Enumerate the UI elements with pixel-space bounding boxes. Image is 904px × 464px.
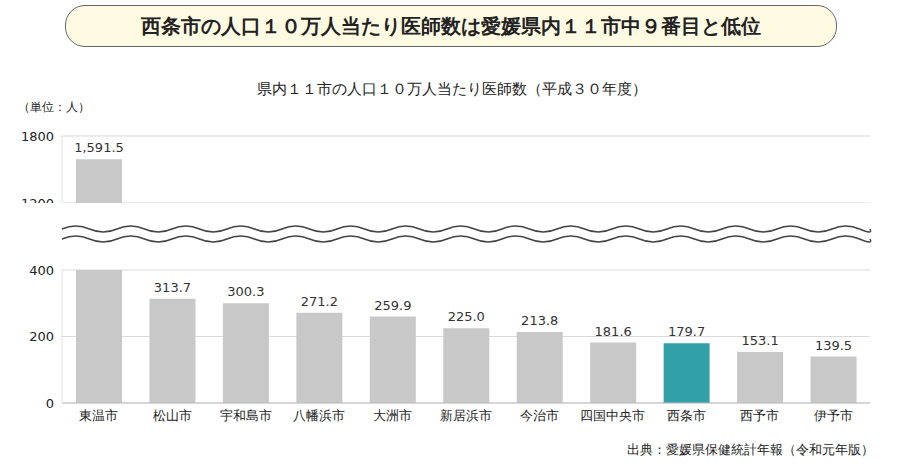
svg-text:181.6: 181.6 (595, 324, 632, 339)
svg-text:1,591.5: 1,591.5 (74, 140, 124, 155)
html-text:県内１１市の人口１０万人当たり医師数（平成３０年度）: 県内１１市の人口１０万人当たり医師数（平成３０年度） (257, 80, 647, 98)
svg-text:200: 200 (29, 329, 54, 344)
svg-text:松山市: 松山市 (153, 408, 192, 423)
svg-text:1800: 1800 (21, 129, 54, 144)
svg-text:西予市: 西予市 (740, 408, 779, 423)
svg-text:八幡浜市: 八幡浜市 (293, 408, 345, 423)
svg-text:225.0: 225.0 (448, 309, 485, 324)
svg-text:139.5: 139.5 (815, 338, 852, 353)
svg-text:153.1: 153.1 (741, 333, 778, 348)
svg-text:400: 400 (29, 263, 54, 278)
svg-text:0: 0 (46, 396, 54, 411)
svg-text:271.2: 271.2 (301, 294, 338, 309)
svg-text:313.7: 313.7 (154, 280, 191, 295)
svg-text:300.3: 300.3 (227, 284, 264, 299)
svg-text:1200: 1200 (21, 196, 54, 203)
svg-text:259.9: 259.9 (374, 298, 411, 313)
svg-text:213.8: 213.8 (521, 313, 558, 328)
svg-text:西条市: 西条市 (667, 408, 706, 423)
html-text:出典：愛媛県保健統計年報（令和元年版）: 出典：愛媛県保健統計年報（令和元年版） (627, 442, 874, 457)
html-text:（単位：人）: （単位：人） (18, 100, 90, 114)
svg-text:伊予市: 伊予市 (814, 408, 853, 423)
svg-text:大洲市: 大洲市 (373, 408, 412, 423)
svg-text:今治市: 今治市 (520, 408, 559, 423)
svg-text:179.7: 179.7 (668, 324, 705, 339)
svg-text:宇和島市: 宇和島市 (220, 408, 272, 423)
svg-text:四国中央市: 四国中央市 (580, 408, 645, 423)
svg-text:新居浜市: 新居浜市 (440, 408, 492, 423)
html-text:西条市の人口１０万人当たり医師数は愛媛県内１１市中９番目と低: 西条市の人口１０万人当たり医師数は愛媛県内１１市中９番目と低位 (141, 13, 761, 38)
svg-text:東温市: 東温市 (79, 408, 118, 423)
